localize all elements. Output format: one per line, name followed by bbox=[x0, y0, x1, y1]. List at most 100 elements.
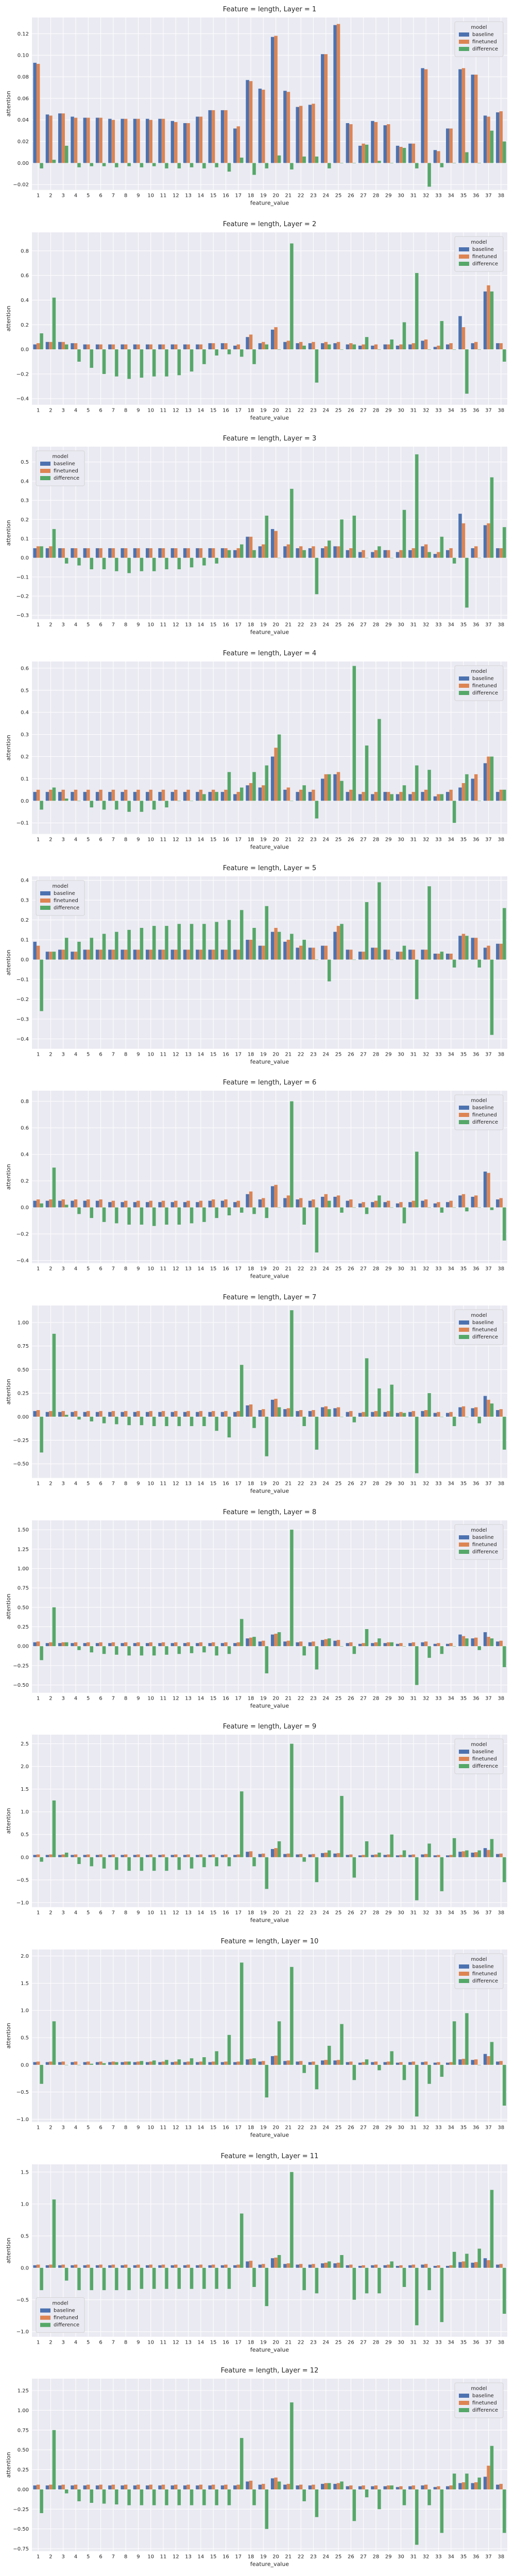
finetuned-bar bbox=[387, 2485, 390, 2490]
difference-bar bbox=[165, 1857, 168, 1871]
baseline-bar bbox=[121, 548, 124, 558]
difference-bar bbox=[90, 1416, 94, 1421]
finetuned-bar bbox=[136, 344, 140, 349]
difference-bar bbox=[452, 1416, 456, 1427]
y-axis-label: attention bbox=[5, 91, 12, 116]
finetuned-bar bbox=[411, 792, 416, 801]
y-tick-label: −0.50 bbox=[13, 2527, 29, 2533]
x-tick-label: 35 bbox=[460, 408, 467, 413]
baseline-bar bbox=[371, 1642, 374, 1646]
difference-bar bbox=[328, 2483, 331, 2490]
baseline-bar bbox=[496, 1410, 500, 1417]
x-tick-label: 29 bbox=[385, 2125, 392, 2131]
x-tick-label: 28 bbox=[373, 408, 380, 413]
x-tick-label: 20 bbox=[272, 408, 279, 413]
x-tick-label: 10 bbox=[147, 837, 154, 843]
finetuned-bar bbox=[362, 344, 365, 349]
difference-bar bbox=[215, 922, 218, 960]
baseline-bar bbox=[183, 2485, 187, 2490]
finetuned-bar bbox=[174, 548, 178, 558]
difference-bar bbox=[64, 1205, 68, 1208]
y-axis-label: attention bbox=[5, 1379, 12, 1404]
finetuned-bar bbox=[411, 343, 416, 349]
baseline-bar bbox=[445, 792, 450, 801]
difference-bar bbox=[465, 774, 469, 801]
y-tick-label: 0.50 bbox=[18, 2448, 29, 2453]
difference-bar bbox=[277, 155, 281, 163]
finetuned-bar bbox=[99, 1642, 102, 1646]
difference-bar bbox=[240, 1365, 244, 1417]
baseline-bar bbox=[346, 2062, 350, 2065]
finetuned-bar bbox=[36, 1199, 40, 1208]
finetuned-bar bbox=[161, 789, 165, 801]
baseline-bar bbox=[170, 548, 175, 558]
legend-label: finetuned bbox=[54, 2315, 78, 2320]
x-tick-label: 8 bbox=[124, 193, 127, 199]
baseline-bar bbox=[321, 2060, 324, 2065]
baseline-bar bbox=[396, 1855, 400, 1858]
y-tick-label: −0.25 bbox=[13, 1663, 29, 1669]
difference-bar bbox=[427, 2489, 431, 2505]
finetuned-bar bbox=[499, 2484, 503, 2490]
x-tick-label: 2 bbox=[49, 1910, 52, 1916]
finetuned-bar bbox=[36, 789, 40, 801]
baseline-bar bbox=[71, 2265, 74, 2268]
x-tick-label: 16 bbox=[222, 1696, 229, 1701]
baseline-bar bbox=[483, 115, 487, 163]
difference-bar bbox=[252, 2267, 256, 2287]
difference-bar bbox=[277, 349, 281, 350]
x-tick-label: 12 bbox=[173, 1266, 179, 1272]
chart-title: Feature = length, Layer = 10 bbox=[221, 1938, 319, 1945]
y-tick-label: 0.6 bbox=[21, 1126, 29, 1131]
finetuned-bar bbox=[487, 285, 490, 349]
baseline-bar bbox=[33, 548, 37, 558]
baseline-bar bbox=[458, 69, 462, 163]
difference-bar bbox=[190, 557, 194, 568]
baseline-bar bbox=[433, 1204, 437, 1208]
finetuned-bar bbox=[61, 1411, 65, 1417]
legend-label: difference bbox=[472, 261, 498, 267]
baseline-bar bbox=[408, 1855, 412, 1858]
y-tick-label: 0.5 bbox=[21, 2233, 29, 2239]
finetuned-bar bbox=[174, 122, 178, 163]
x-tick-label: 36 bbox=[473, 1052, 479, 1057]
legend-label: finetuned bbox=[472, 254, 497, 260]
finetuned-bar bbox=[449, 953, 453, 960]
baseline-bar bbox=[471, 1408, 475, 1417]
difference-bar bbox=[240, 910, 244, 960]
difference-bar bbox=[440, 1207, 444, 1213]
finetuned-bar bbox=[236, 2061, 241, 2065]
baseline-bar bbox=[71, 548, 74, 558]
x-tick-label: 13 bbox=[185, 1910, 192, 1916]
x-tick-label: 33 bbox=[435, 1910, 442, 1916]
finetuned-bar bbox=[449, 343, 453, 349]
difference-bar bbox=[415, 454, 419, 558]
baseline-bar bbox=[333, 2484, 337, 2490]
baseline-bar bbox=[58, 2265, 62, 2268]
baseline-bar bbox=[95, 1642, 99, 1646]
finetuned-bar bbox=[499, 548, 503, 558]
finetuned-bar bbox=[74, 951, 78, 960]
legend-label: difference bbox=[472, 1120, 498, 1125]
difference-bar bbox=[302, 939, 306, 960]
difference-bar bbox=[302, 1416, 306, 1427]
baseline-bar bbox=[333, 931, 337, 960]
finetuned-bar bbox=[136, 1411, 140, 1417]
legend-label: baseline bbox=[472, 1964, 494, 1970]
finetuned-bar bbox=[124, 344, 128, 349]
difference-bar bbox=[77, 1646, 81, 1650]
x-tick-label: 16 bbox=[222, 1052, 229, 1057]
legend-label: baseline bbox=[54, 891, 75, 896]
chart-title: Feature = length, Layer = 7 bbox=[223, 1294, 316, 1301]
finetuned-bar bbox=[262, 1640, 265, 1646]
x-tick-label: 16 bbox=[222, 408, 229, 413]
finetuned-bar bbox=[487, 945, 490, 960]
difference-bar bbox=[315, 959, 319, 960]
baseline-bar bbox=[445, 344, 450, 349]
x-tick-label: 15 bbox=[210, 2340, 217, 2345]
legend-swatch-baseline bbox=[458, 1750, 469, 1754]
x-tick-label: 13 bbox=[185, 622, 192, 628]
finetuned-bar bbox=[487, 1173, 490, 1208]
finetuned-bar bbox=[236, 1411, 241, 1417]
x-tick-label: 13 bbox=[185, 193, 192, 199]
